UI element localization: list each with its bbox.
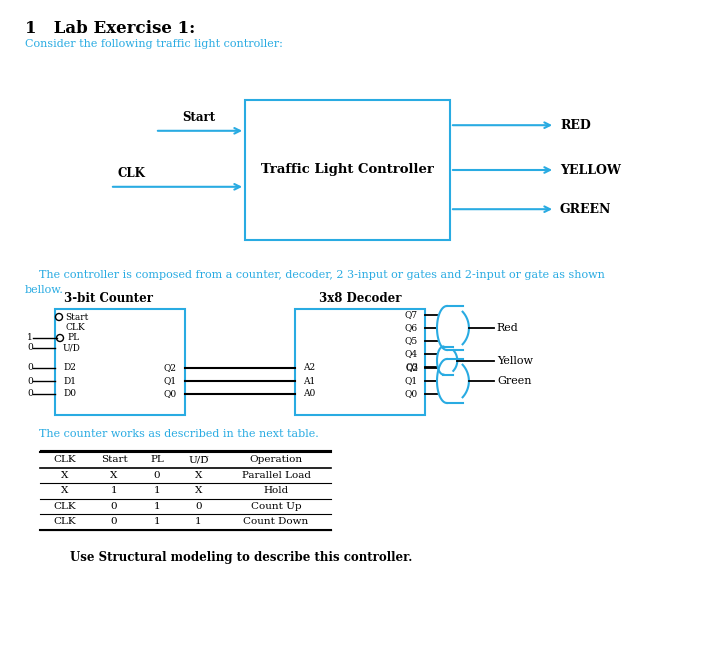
Text: X: X xyxy=(195,486,202,496)
Text: U/D̅: U/D̅ xyxy=(189,456,208,464)
Text: Q1: Q1 xyxy=(405,376,418,386)
Text: Yellow: Yellow xyxy=(497,356,533,366)
Text: Use Structural modeling to describe this controller.: Use Structural modeling to describe this… xyxy=(70,552,413,564)
Text: GREEN: GREEN xyxy=(560,203,611,215)
Text: CLK: CLK xyxy=(54,502,77,511)
Text: CLK: CLK xyxy=(65,323,85,331)
Text: A0: A0 xyxy=(303,390,316,398)
Text: Q2: Q2 xyxy=(164,364,177,372)
Text: 0: 0 xyxy=(154,471,160,480)
Text: 1: 1 xyxy=(27,334,33,342)
Bar xyxy=(245,100,450,240)
Text: CLK: CLK xyxy=(54,517,77,526)
Text: Count Up: Count Up xyxy=(251,502,301,511)
Text: PL: PL xyxy=(67,334,79,342)
Text: X: X xyxy=(61,471,69,480)
Text: D0: D0 xyxy=(63,390,76,398)
Text: Q0: Q0 xyxy=(164,390,177,398)
Bar xyxy=(295,309,425,415)
Text: YELLOW: YELLOW xyxy=(560,163,621,177)
Text: Operation: Operation xyxy=(250,456,303,464)
Text: Parallel Load: Parallel Load xyxy=(242,471,311,480)
Text: The controller is composed from a counter, decoder, 2 3-input or gates and 2-inp: The controller is composed from a counte… xyxy=(25,270,605,280)
Text: CLK: CLK xyxy=(117,167,145,180)
Text: A2: A2 xyxy=(303,364,315,372)
Text: X: X xyxy=(195,471,202,480)
Text: 1: 1 xyxy=(111,486,117,496)
Text: D2: D2 xyxy=(63,364,76,372)
Text: Start: Start xyxy=(101,456,128,464)
Text: D1: D1 xyxy=(63,376,76,386)
Text: RED: RED xyxy=(560,119,591,131)
Text: 1: 1 xyxy=(195,517,202,526)
Text: U/D: U/D xyxy=(63,344,81,352)
Text: Red: Red xyxy=(497,323,519,333)
Text: Start: Start xyxy=(65,313,89,321)
Text: Q0: Q0 xyxy=(405,390,418,398)
Text: 1: 1 xyxy=(154,517,160,526)
Text: CLK: CLK xyxy=(54,456,77,464)
Text: bellow.: bellow. xyxy=(25,285,64,295)
Text: 3x8 Decoder: 3x8 Decoder xyxy=(319,292,401,305)
Text: 1: 1 xyxy=(154,502,160,511)
Text: Q7: Q7 xyxy=(405,311,418,319)
Text: Green: Green xyxy=(497,376,532,386)
Text: 0: 0 xyxy=(27,390,33,398)
Text: 3-bit Counter: 3-bit Counter xyxy=(64,292,152,305)
Text: Count Down: Count Down xyxy=(243,517,308,526)
Text: Q4: Q4 xyxy=(405,350,418,358)
Text: 0: 0 xyxy=(27,364,33,372)
Text: Q3: Q3 xyxy=(405,362,418,372)
Text: 0: 0 xyxy=(195,502,202,511)
Text: Q2: Q2 xyxy=(405,364,418,372)
Text: X: X xyxy=(61,486,69,496)
Text: Start: Start xyxy=(182,111,215,124)
Text: 1   Lab Exercise 1:: 1 Lab Exercise 1: xyxy=(25,20,195,37)
Text: 0: 0 xyxy=(27,376,33,386)
Text: A1: A1 xyxy=(303,376,316,386)
Text: X: X xyxy=(111,471,118,480)
Text: 0: 0 xyxy=(111,517,117,526)
Text: 1: 1 xyxy=(154,486,160,496)
Text: Traffic Light Controller: Traffic Light Controller xyxy=(261,163,434,177)
Text: Hold: Hold xyxy=(263,486,289,496)
Text: Consider the following traffic light controller:: Consider the following traffic light con… xyxy=(25,39,283,49)
Text: Q6: Q6 xyxy=(405,323,418,333)
Text: Q5: Q5 xyxy=(405,336,418,346)
Text: 0: 0 xyxy=(111,502,117,511)
Text: The counter works as described in the next table.: The counter works as described in the ne… xyxy=(25,429,319,439)
Text: 0: 0 xyxy=(27,344,33,352)
Text: Q1: Q1 xyxy=(164,376,177,386)
Text: PL: PL xyxy=(150,456,164,464)
Bar xyxy=(55,309,185,415)
